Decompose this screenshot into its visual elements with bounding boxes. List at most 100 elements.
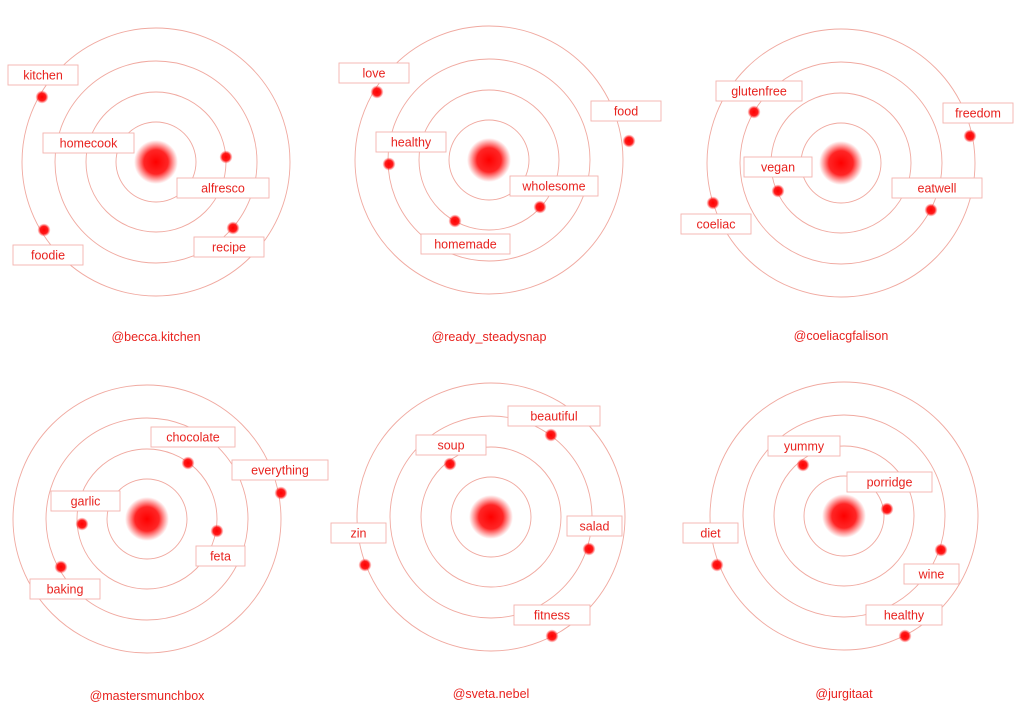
- tag-dot: [226, 221, 240, 235]
- tag-label: vegan: [761, 161, 795, 175]
- tag-dot: [533, 200, 547, 214]
- tag-label-box: [590, 100, 662, 122]
- tag-dot: [796, 458, 810, 472]
- tag-label-box: [682, 522, 739, 544]
- tag-label: homecook: [60, 137, 118, 151]
- account-handle: @coeliacgfalison: [794, 329, 889, 343]
- tag-label-box: [942, 102, 1014, 124]
- tag-dot: [35, 90, 49, 104]
- tag-label: kitchen: [23, 69, 63, 83]
- tag-label: glutenfree: [731, 85, 787, 99]
- tag-label: porridge: [867, 476, 913, 490]
- tag-label: recipe: [212, 241, 246, 255]
- tag-dot: [880, 502, 894, 516]
- tag-label-box: [29, 578, 101, 600]
- tag-label: alfresco: [201, 182, 245, 196]
- tag-label-box: [12, 244, 84, 266]
- tag-label: beautiful: [530, 410, 577, 424]
- tag-dot: [54, 560, 68, 574]
- core-glow: [469, 495, 513, 539]
- orbit-diagram: yummy porridge diet wine healthy @jurgitaat: [682, 381, 979, 701]
- tag-label-box: [50, 490, 121, 512]
- orbit-ring: [742, 414, 946, 618]
- tag-label: baking: [47, 583, 84, 597]
- orbit-ring: [420, 446, 562, 588]
- orbit-ring: [803, 475, 885, 557]
- tag-label: wine: [918, 568, 945, 582]
- tag-label: zin: [351, 527, 367, 541]
- account-handle: @jurgitaat: [815, 687, 873, 701]
- orbit-ring: [709, 381, 979, 651]
- tag-label: yummy: [784, 440, 825, 454]
- tag-label: wholesome: [521, 180, 585, 194]
- tag-label: fitness: [534, 609, 570, 623]
- orbit-ring: [448, 119, 530, 201]
- tag-dot: [370, 85, 384, 99]
- tag-dot: [747, 105, 761, 119]
- tag-dot: [771, 184, 785, 198]
- tag-dot: [544, 428, 558, 442]
- tag-label: freedom: [955, 107, 1001, 121]
- tag-label-box: [513, 604, 591, 626]
- core-glow: [822, 494, 866, 538]
- account-handle: @becca.kitchen: [111, 330, 200, 344]
- tag-label: feta: [210, 550, 231, 564]
- tag-label-box: [767, 435, 841, 457]
- orbit-ring: [356, 382, 626, 652]
- orbit-diagram: glutenfree freedom vegan eatwell coeliac @coe…: [680, 28, 1014, 343]
- orbit-ring: [54, 60, 258, 264]
- tag-label-box: [507, 405, 601, 427]
- tag-label: chocolate: [166, 431, 220, 445]
- tag-label-box: [338, 62, 410, 84]
- tag-dot: [582, 542, 596, 556]
- tag-label: healthy: [391, 136, 432, 150]
- tag-label: healthy: [884, 609, 925, 623]
- tag-label: coeliac: [697, 218, 736, 232]
- orbit-diagram: chocolate everything garlic feta baking @mast…: [12, 384, 329, 703]
- tag-dot: [963, 129, 977, 143]
- tag-label-box: [195, 545, 246, 567]
- tag-label-box: [193, 236, 265, 258]
- tag-dot: [75, 517, 89, 531]
- tag-label-box: [375, 131, 447, 153]
- tag-label-box: [566, 515, 623, 537]
- core-glow: [467, 138, 511, 182]
- tag-dot: [181, 456, 195, 470]
- orbit-ring: [354, 25, 624, 295]
- tag-label-box: [150, 426, 236, 448]
- tag-dot: [934, 543, 948, 557]
- tag-dot: [710, 558, 724, 572]
- core-glow: [134, 140, 178, 184]
- orbit-ring: [115, 121, 197, 203]
- tag-label: love: [363, 67, 386, 81]
- orbit-ring: [21, 27, 291, 297]
- orbit-ring: [773, 445, 915, 587]
- tag-label: food: [614, 105, 638, 119]
- tag-label-box: [846, 471, 933, 493]
- tag-dot: [706, 196, 720, 210]
- account-handle: @ready_steadysnap: [432, 330, 547, 344]
- tag-label-box: [903, 563, 960, 585]
- tag-label-box: [420, 233, 511, 255]
- tag-label: eatwell: [918, 182, 957, 196]
- tag-dot: [358, 558, 372, 572]
- tag-dot: [210, 524, 224, 538]
- orbit-ring: [76, 448, 218, 590]
- tag-label: garlic: [71, 495, 101, 509]
- tag-dot: [924, 203, 938, 217]
- core-glow: [125, 497, 169, 541]
- orbit-ring: [418, 89, 560, 231]
- tag-dot: [448, 214, 462, 228]
- tag-label-box: [865, 604, 943, 626]
- tag-label-box: [415, 434, 487, 456]
- tag-dot: [219, 150, 233, 164]
- orbit-ring: [12, 384, 282, 654]
- tag-dot: [274, 486, 288, 500]
- orbit-ring: [106, 478, 188, 560]
- account-handle: @mastersmunchbox: [90, 689, 206, 703]
- account-handle: @sveta.nebel: [453, 687, 530, 701]
- tag-label: everything: [251, 464, 309, 478]
- tag-label-box: [680, 213, 752, 235]
